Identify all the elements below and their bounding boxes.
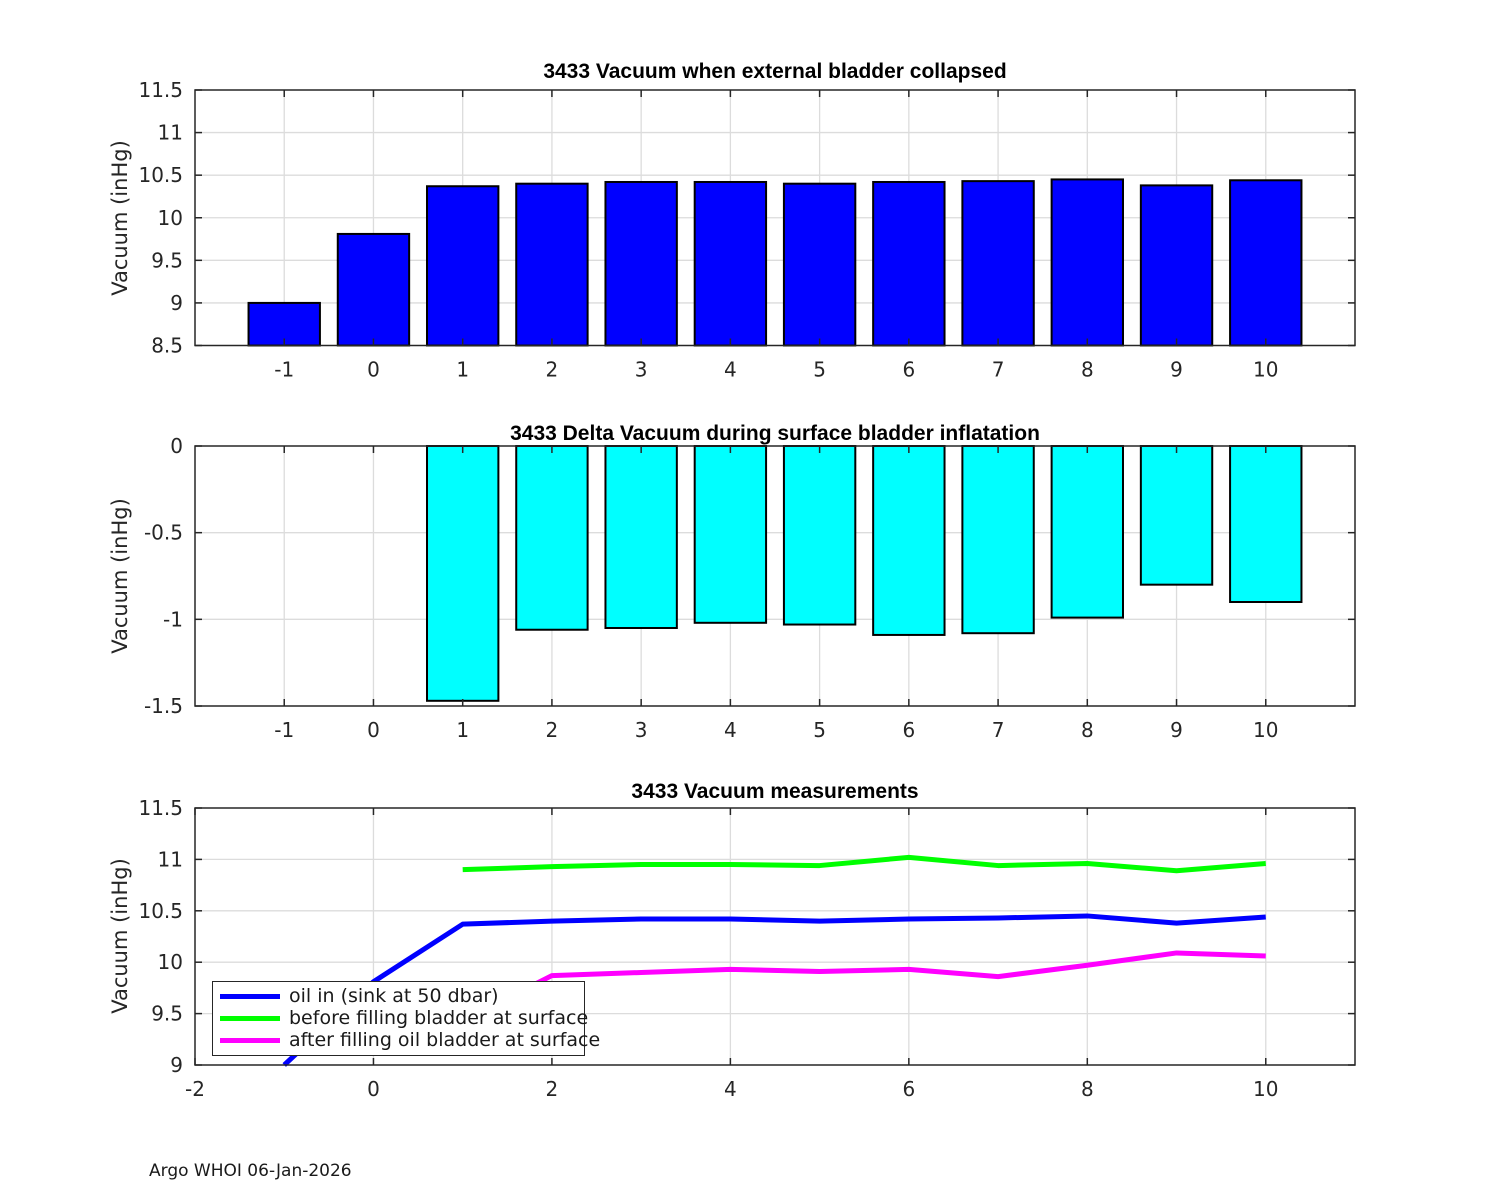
y-axis-label-chart1: Vacuum (inHg)	[108, 140, 132, 296]
svg-text:0: 0	[170, 434, 183, 458]
bar-x1	[426, 185, 500, 347]
svg-text:10.5: 10.5	[138, 163, 183, 187]
bar-x7	[961, 445, 1035, 635]
bar-x10	[1229, 445, 1303, 603]
legend-item-after-filling: after filling oil bladder at surface	[213, 1030, 600, 1051]
bar-x10	[1229, 179, 1303, 347]
chart-title-vacuum-collapsed: 3433 Vacuum when external bladder collap…	[543, 60, 1007, 83]
legend-label: after filling oil bladder at surface	[289, 1029, 601, 1052]
svg-text:4: 4	[724, 358, 737, 382]
svg-text:11: 11	[158, 847, 183, 871]
y-axis-label-chart2: Vacuum (inHg)	[108, 498, 132, 654]
svg-text:-1: -1	[274, 358, 294, 382]
svg-text:2: 2	[546, 1077, 559, 1101]
svg-text:9: 9	[170, 291, 183, 315]
bar-x4	[693, 180, 768, 347]
chart-2-bar: -1 0 1 2 3 4 5 6 7 8 9 10 0 -0.5 -1 -1.5	[144, 434, 1356, 742]
svg-text:2: 2	[546, 718, 559, 742]
chart-title-delta-vacuum: 3433 Delta Vacuum during surface bladder…	[510, 422, 1040, 445]
series-line-2	[461, 950, 1266, 1024]
svg-text:9: 9	[1170, 718, 1183, 742]
bar-x9	[1139, 445, 1214, 586]
svg-text:1: 1	[456, 718, 469, 742]
bar-x9	[1139, 184, 1214, 347]
svg-text:8: 8	[1081, 1077, 1094, 1101]
bar-x4	[693, 445, 768, 624]
y-axis-label-chart3: Vacuum (inHg)	[108, 858, 132, 1014]
svg-text:6: 6	[902, 1077, 915, 1101]
bar-x2	[515, 445, 589, 631]
svg-text:9.5: 9.5	[151, 1002, 183, 1026]
svg-text:6: 6	[902, 358, 915, 382]
legend-line-swatch-green	[220, 1015, 280, 1021]
svg-text:10: 10	[158, 206, 183, 230]
bar-x3	[604, 445, 678, 629]
svg-text:-0.5: -0.5	[144, 521, 183, 545]
chart-3-line: -2 0 2 4 6 8 10 9 9.5 10 10.5 11 11.5	[138, 796, 1356, 1101]
svg-text:5: 5	[813, 718, 826, 742]
svg-text:-2: -2	[185, 1077, 205, 1101]
chart-title-vacuum-measurements: 3433 Vacuum measurements	[631, 780, 919, 803]
series-line-0	[282, 913, 1266, 1067]
svg-text:9.5: 9.5	[151, 248, 183, 272]
svg-text:8: 8	[1081, 358, 1094, 382]
bar-x5	[782, 182, 857, 347]
svg-text:10.5: 10.5	[138, 899, 183, 923]
legend-label: before filling bladder at surface	[289, 1007, 589, 1030]
svg-text:11.5: 11.5	[138, 78, 183, 102]
svg-text:-1: -1	[163, 607, 183, 631]
svg-text:4: 4	[724, 1077, 737, 1101]
svg-text:9: 9	[170, 1053, 183, 1077]
bar-x8	[1050, 445, 1124, 619]
svg-text:1: 1	[456, 358, 469, 382]
chart-1-bar: -1 0 1 2 3 4 5 6 7 8 9 10 8.5 9 9.5 10 10.5 11 11.5	[138, 78, 1356, 382]
legend-line-swatch-magenta	[220, 1038, 280, 1044]
bar-x0	[336, 232, 411, 347]
svg-text:9: 9	[1170, 358, 1183, 382]
svg-text:0: 0	[367, 718, 380, 742]
svg-text:3: 3	[635, 358, 648, 382]
footer-stamp: Argo WHOI 06-Jan-2026	[149, 1161, 352, 1181]
svg-text:2: 2	[546, 358, 559, 382]
svg-text:0: 0	[367, 358, 380, 382]
svg-text:4: 4	[724, 718, 737, 742]
svg-text:7: 7	[992, 718, 1005, 742]
svg-text:10: 10	[158, 950, 183, 974]
svg-text:10: 10	[1253, 358, 1278, 382]
svg-text:11.5: 11.5	[138, 796, 183, 820]
legend-item-oil-in: oil in (sink at 50 dbar)	[213, 984, 584, 1007]
svg-text:5: 5	[813, 358, 826, 382]
bar-x2	[515, 182, 589, 347]
bar-x7	[961, 180, 1035, 347]
svg-text:6: 6	[902, 718, 915, 742]
bar-x6	[872, 180, 946, 347]
bar-x6	[872, 445, 946, 636]
bar-x1	[426, 445, 500, 702]
svg-text:8: 8	[1081, 718, 1094, 742]
svg-text:11: 11	[158, 121, 183, 145]
svg-text:3: 3	[635, 718, 648, 742]
svg-text:8.5: 8.5	[151, 334, 183, 358]
legend: oil in (sink at 50 dbar) before filling …	[212, 981, 600, 1056]
legend-line-swatch-blue	[220, 993, 280, 999]
svg-text:-1: -1	[274, 718, 294, 742]
bar-x3	[604, 180, 678, 347]
svg-text:10: 10	[1253, 718, 1278, 742]
svg-text:7: 7	[992, 358, 1005, 382]
svg-text:10: 10	[1253, 1077, 1278, 1101]
svg-text:0: 0	[367, 1077, 380, 1101]
svg-text:-1.5: -1.5	[144, 694, 183, 718]
bar-x5	[782, 445, 857, 626]
series-line-1	[462, 854, 1266, 874]
legend-label: oil in (sink at 50 dbar)	[289, 984, 499, 1007]
legend-item-before-filling: before filling bladder at surface	[213, 1008, 588, 1029]
bar-x8	[1050, 178, 1124, 347]
